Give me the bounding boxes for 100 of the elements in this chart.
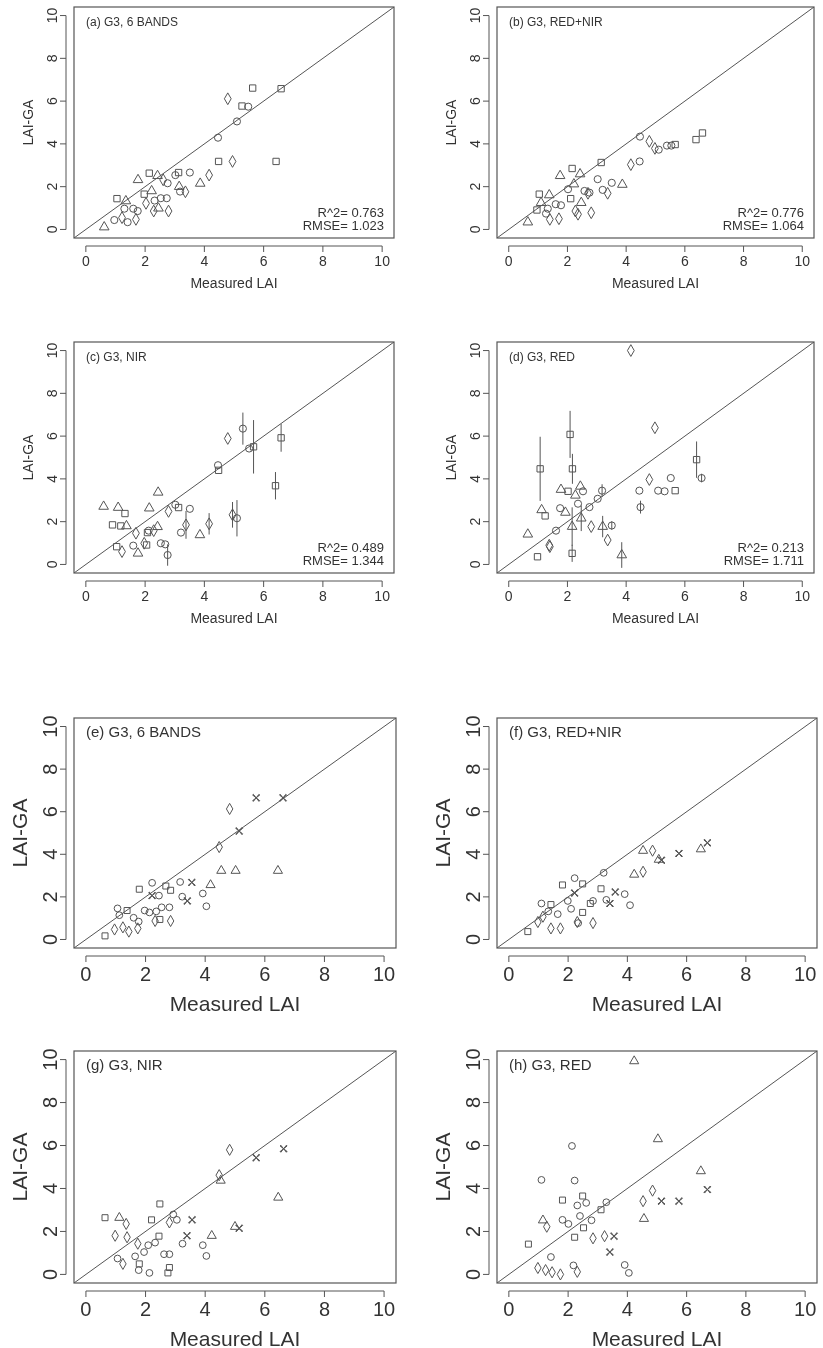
point [156, 915, 164, 923]
point [533, 553, 542, 561]
point [178, 892, 187, 901]
point [576, 1212, 584, 1220]
x-axis-title: Measured LAI [611, 275, 700, 291]
annotation: RMSE= 1.711 [723, 553, 804, 568]
point [602, 1198, 611, 1207]
x-tick-label: 2 [139, 963, 152, 985]
point [578, 487, 588, 496]
point [249, 84, 257, 92]
point [629, 1055, 640, 1065]
point [558, 881, 566, 889]
point [536, 465, 544, 473]
point [252, 793, 261, 802]
y-axis-title: LAI-GA [443, 98, 459, 146]
point [585, 188, 594, 197]
x-tick-label: 0 [80, 1298, 92, 1320]
point [153, 202, 164, 212]
point [132, 173, 144, 184]
x-tick-label: 8 [739, 252, 748, 269]
point [660, 487, 669, 496]
point [571, 1233, 579, 1241]
point [536, 503, 547, 514]
point [113, 194, 121, 203]
y-tick-label: 6 [39, 1139, 61, 1152]
point [140, 1248, 148, 1256]
point [185, 504, 194, 513]
point [560, 506, 571, 516]
point [110, 215, 119, 225]
point [129, 541, 138, 550]
point [635, 486, 644, 495]
y-tick-label: 2 [467, 517, 483, 526]
x-tick-label: 4 [200, 587, 209, 604]
y-tick-label: 10 [467, 342, 483, 359]
point [205, 879, 216, 889]
point [558, 1215, 567, 1224]
chart-title: (e) G3, 6 BANDS [86, 723, 202, 740]
point [635, 132, 645, 141]
x-axis-title: Measured LAI [591, 1327, 723, 1348]
x-tick-label: 10 [372, 963, 396, 985]
point [215, 1174, 226, 1184]
point [579, 1192, 587, 1200]
point [238, 102, 246, 110]
y-tick-label: 10 [39, 715, 61, 738]
point [213, 133, 223, 142]
x-tick-label: 2 [141, 252, 150, 269]
point [165, 1250, 174, 1259]
y-axis-title: LAI-GA [20, 98, 36, 146]
point [524, 928, 532, 936]
point [597, 885, 605, 893]
y-tick-label: 4 [462, 848, 484, 860]
x-tick-label: 0 [503, 963, 515, 985]
point [134, 917, 143, 926]
x-tick-label: 6 [259, 1298, 271, 1320]
point [167, 886, 175, 894]
point [249, 443, 258, 451]
point [129, 204, 138, 213]
point [123, 218, 132, 227]
point [611, 887, 620, 896]
y-tick-label: 0 [462, 1268, 484, 1280]
point [556, 504, 565, 513]
y-tick-label: 10 [39, 1048, 61, 1071]
point [176, 878, 185, 886]
chart-title: (g) G3, NIR [86, 1056, 163, 1073]
point [569, 1261, 578, 1270]
y-axis-title: LAI-GA [20, 433, 36, 481]
point [143, 502, 155, 512]
point [145, 908, 154, 917]
text: (a) G3, 6 BANDS [86, 15, 179, 29]
point [638, 844, 649, 854]
y-tick-label: 8 [462, 1096, 484, 1109]
point [607, 178, 616, 187]
point [573, 1201, 582, 1210]
point [129, 913, 138, 922]
point [605, 1248, 614, 1257]
point [541, 209, 551, 218]
point [580, 1224, 588, 1232]
point [570, 874, 579, 883]
point [586, 899, 594, 907]
x-tick-label: 10 [794, 252, 811, 269]
x-tick-label: 4 [199, 963, 211, 985]
y-tick-label: 8 [44, 54, 60, 63]
point [232, 514, 242, 523]
point [602, 895, 611, 904]
point [568, 465, 577, 473]
point [252, 1153, 261, 1162]
point [245, 444, 254, 453]
x-tick-label: 10 [374, 587, 391, 604]
point [575, 512, 587, 522]
x-tick-label: 0 [504, 587, 513, 604]
point [585, 503, 594, 512]
point [133, 206, 142, 216]
point [593, 175, 602, 184]
y-tick-label: 8 [44, 389, 60, 398]
point [653, 853, 664, 863]
point [135, 1260, 143, 1268]
point [522, 528, 534, 538]
point [624, 1269, 633, 1277]
point [155, 1232, 163, 1240]
x-tick-label: 8 [318, 587, 327, 604]
